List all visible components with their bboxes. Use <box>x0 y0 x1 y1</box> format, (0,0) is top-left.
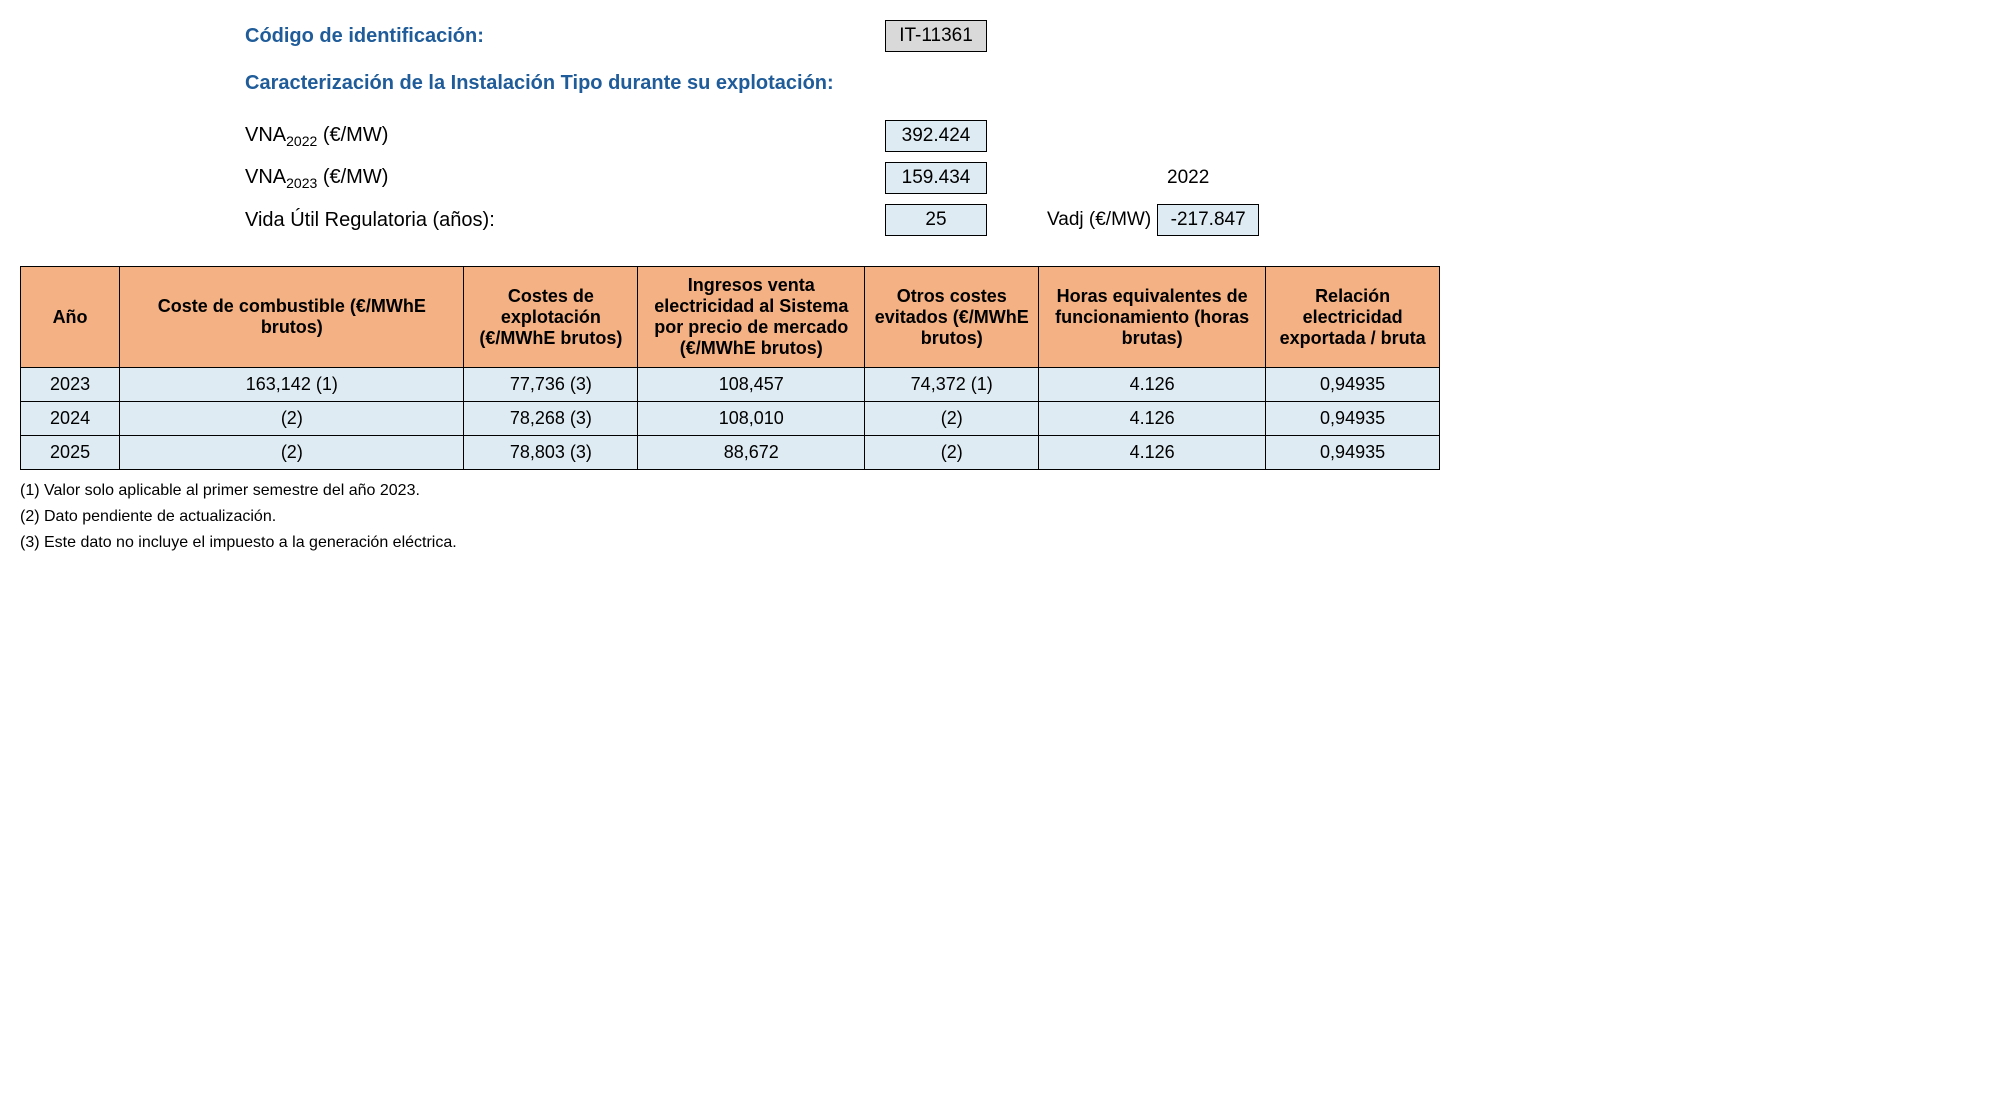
vadj-value: -217.847 <box>1157 204 1259 236</box>
cell-year: 2025 <box>21 436 120 470</box>
table-header-row: Año Coste de combustible (€/MWhE brutos)… <box>21 267 1440 368</box>
cell-relacion: 0,94935 <box>1266 368 1440 402</box>
cell-explotacion: 77,736 (3) <box>464 368 638 402</box>
vna2022-unit: (€/MW) <box>317 124 388 146</box>
vna2022-label: VNA2022 (€/MW) <box>245 124 885 149</box>
cell-ingresos: 88,672 <box>638 436 865 470</box>
table-header: Año Coste de combustible (€/MWhE brutos)… <box>21 267 1440 368</box>
vna2023-unit: (€/MW) <box>317 166 388 188</box>
cell-explotacion: 78,268 (3) <box>464 402 638 436</box>
footnotes: (1) Valor solo aplicable al primer semes… <box>20 482 1980 552</box>
vna2022-sub: 2022 <box>286 133 317 149</box>
footnote-2: (2) Dato pendiente de actualización. <box>20 508 1980 526</box>
vna2022-value: 392.424 <box>885 120 987 152</box>
col-ingresos: Ingresos venta electricidad al Sistema p… <box>638 267 865 368</box>
caracterizacion-label: Caracterización de la Instalación Tipo d… <box>245 72 834 95</box>
cell-horas: 4.126 <box>1039 368 1266 402</box>
col-relacion: Relación electricidad exportada / bruta <box>1266 267 1440 368</box>
vida-label: Vida Útil Regulatoria (años): <box>245 209 885 232</box>
caracterizacion-row: Caracterización de la Instalación Tipo d… <box>245 72 1980 95</box>
footnote-3: (3) Este dato no incluye el impuesto a l… <box>20 534 1980 552</box>
cell-fuel: 163,142 (1) <box>120 368 464 402</box>
vida-value: 25 <box>885 204 987 236</box>
cell-otros: (2) <box>865 402 1039 436</box>
cell-horas: 4.126 <box>1039 402 1266 436</box>
col-otros: Otros costes evitados (€/MWhE brutos) <box>865 267 1039 368</box>
vadj-label: Vadj (€/MW) <box>1047 209 1151 231</box>
codigo-label: Código de identificación: <box>245 25 885 48</box>
vna2022-row: VNA2022 (€/MW) 392.424 <box>245 120 1980 152</box>
cell-relacion: 0,94935 <box>1266 402 1440 436</box>
table-row: 2024 (2) 78,268 (3) 108,010 (2) 4.126 0,… <box>21 402 1440 436</box>
cell-ingresos: 108,010 <box>638 402 865 436</box>
table-body: 2023 163,142 (1) 77,736 (3) 108,457 74,3… <box>21 368 1440 470</box>
cell-otros: 74,372 (1) <box>865 368 1039 402</box>
cell-otros: (2) <box>865 436 1039 470</box>
cell-fuel: (2) <box>120 402 464 436</box>
cell-relacion: 0,94935 <box>1266 436 1440 470</box>
footnote-1: (1) Valor solo aplicable al primer semes… <box>20 482 1980 500</box>
codigo-value: IT-11361 <box>885 20 987 52</box>
vna2023-label: VNA2023 (€/MW) <box>245 166 885 191</box>
cell-ingresos: 108,457 <box>638 368 865 402</box>
year-extra: 2022 <box>1167 167 1209 189</box>
header-section: Código de identificación: IT-11361 Carac… <box>245 20 1980 236</box>
vna2023-value: 159.434 <box>885 162 987 194</box>
col-explotacion: Costes de explotación (€/MWhE brutos) <box>464 267 638 368</box>
table-row: 2023 163,142 (1) 77,736 (3) 108,457 74,3… <box>21 368 1440 402</box>
cell-horas: 4.126 <box>1039 436 1266 470</box>
col-fuel: Coste de combustible (€/MWhE brutos) <box>120 267 464 368</box>
vna2023-row: VNA2023 (€/MW) 159.434 2022 <box>245 162 1980 194</box>
codigo-row: Código de identificación: IT-11361 <box>245 20 1980 52</box>
cell-explotacion: 78,803 (3) <box>464 436 638 470</box>
vida-row: Vida Útil Regulatoria (años): 25 Vadj (€… <box>245 204 1980 236</box>
cell-year: 2024 <box>21 402 120 436</box>
vna2023-prefix: VNA <box>245 166 286 188</box>
cell-year: 2023 <box>21 368 120 402</box>
col-year: Año <box>21 267 120 368</box>
vna2023-sub: 2023 <box>286 175 317 191</box>
data-table: Año Coste de combustible (€/MWhE brutos)… <box>20 266 1440 470</box>
table-row: 2025 (2) 78,803 (3) 88,672 (2) 4.126 0,9… <box>21 436 1440 470</box>
col-horas: Horas equivalentes de funcionamiento (ho… <box>1039 267 1266 368</box>
vna2022-prefix: VNA <box>245 124 286 146</box>
cell-fuel: (2) <box>120 436 464 470</box>
